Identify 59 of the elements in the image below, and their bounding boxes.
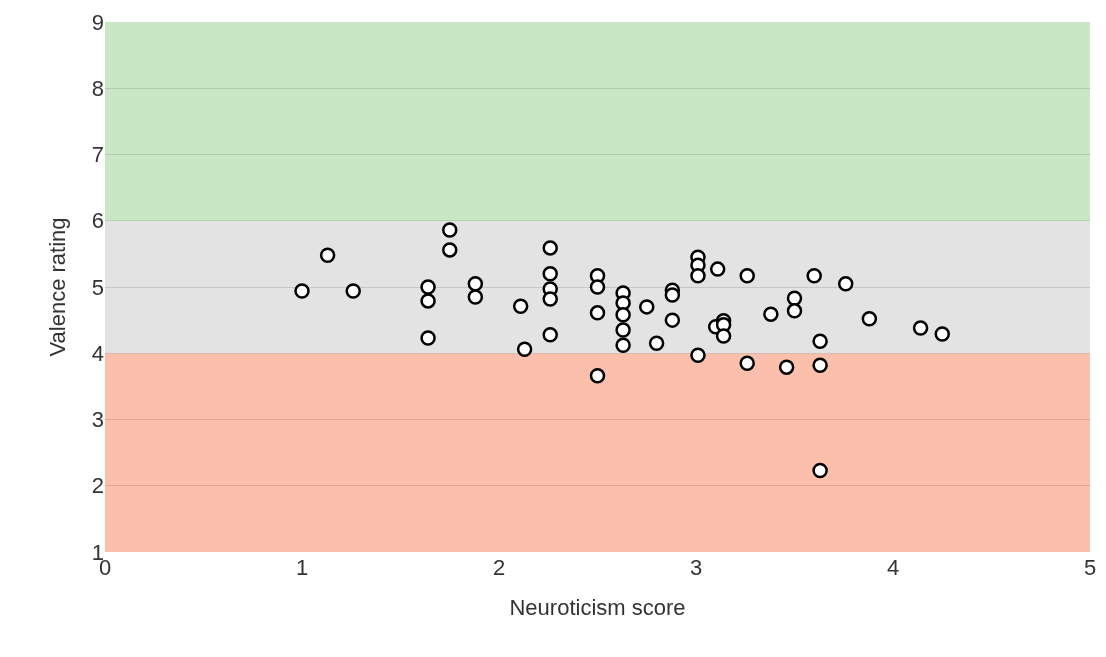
point bbox=[739, 267, 755, 284]
point bbox=[467, 275, 484, 292]
point bbox=[420, 330, 436, 346]
point bbox=[778, 359, 795, 375]
point bbox=[709, 261, 726, 277]
point bbox=[615, 307, 631, 323]
x-tick-label: 5 bbox=[1083, 555, 1097, 580]
point bbox=[786, 290, 803, 306]
y-tick-label: 5 bbox=[91, 274, 104, 300]
x-tick-label: 1 bbox=[295, 555, 309, 580]
point bbox=[589, 279, 606, 295]
point bbox=[615, 337, 631, 354]
point bbox=[639, 299, 655, 315]
x-tick-label: 2 bbox=[492, 555, 506, 580]
y-tick-label: 6 bbox=[91, 208, 104, 234]
x-tick-label: 4 bbox=[886, 555, 900, 580]
point bbox=[512, 298, 529, 314]
point bbox=[648, 335, 665, 352]
point bbox=[442, 242, 458, 258]
point bbox=[467, 289, 484, 305]
y-tick-label: 3 bbox=[91, 407, 104, 433]
point bbox=[812, 333, 828, 350]
point bbox=[861, 311, 878, 327]
y-tick-label: 4 bbox=[91, 340, 104, 366]
point bbox=[294, 283, 310, 299]
point bbox=[763, 306, 779, 322]
point bbox=[664, 287, 681, 303]
y-tick-label: 7 bbox=[91, 142, 104, 168]
point bbox=[812, 462, 828, 479]
point bbox=[812, 357, 828, 373]
point bbox=[420, 279, 436, 295]
point bbox=[934, 326, 950, 342]
point bbox=[690, 267, 706, 284]
point bbox=[837, 275, 854, 292]
x-tick-label: 3 bbox=[689, 555, 703, 580]
y-tick-label: 8 bbox=[91, 75, 104, 101]
point bbox=[739, 355, 755, 371]
point bbox=[420, 293, 436, 309]
point bbox=[319, 247, 336, 263]
y-axis-title: Valence rating bbox=[44, 217, 70, 357]
point bbox=[442, 222, 458, 238]
point bbox=[912, 320, 929, 336]
y-tick-label: 9 bbox=[91, 9, 104, 35]
point bbox=[664, 312, 681, 328]
point bbox=[516, 341, 533, 358]
point bbox=[589, 368, 606, 384]
point bbox=[542, 240, 558, 256]
point bbox=[806, 267, 822, 284]
point bbox=[345, 283, 361, 299]
point bbox=[715, 328, 732, 344]
point bbox=[589, 305, 606, 321]
point bbox=[786, 303, 803, 319]
point bbox=[615, 322, 631, 338]
point bbox=[542, 326, 558, 343]
point bbox=[542, 291, 558, 307]
point bbox=[690, 347, 706, 363]
point bbox=[542, 266, 558, 282]
y-tick-label: 2 bbox=[91, 473, 104, 499]
x-axis-title: Neuroticism score bbox=[509, 594, 686, 620]
